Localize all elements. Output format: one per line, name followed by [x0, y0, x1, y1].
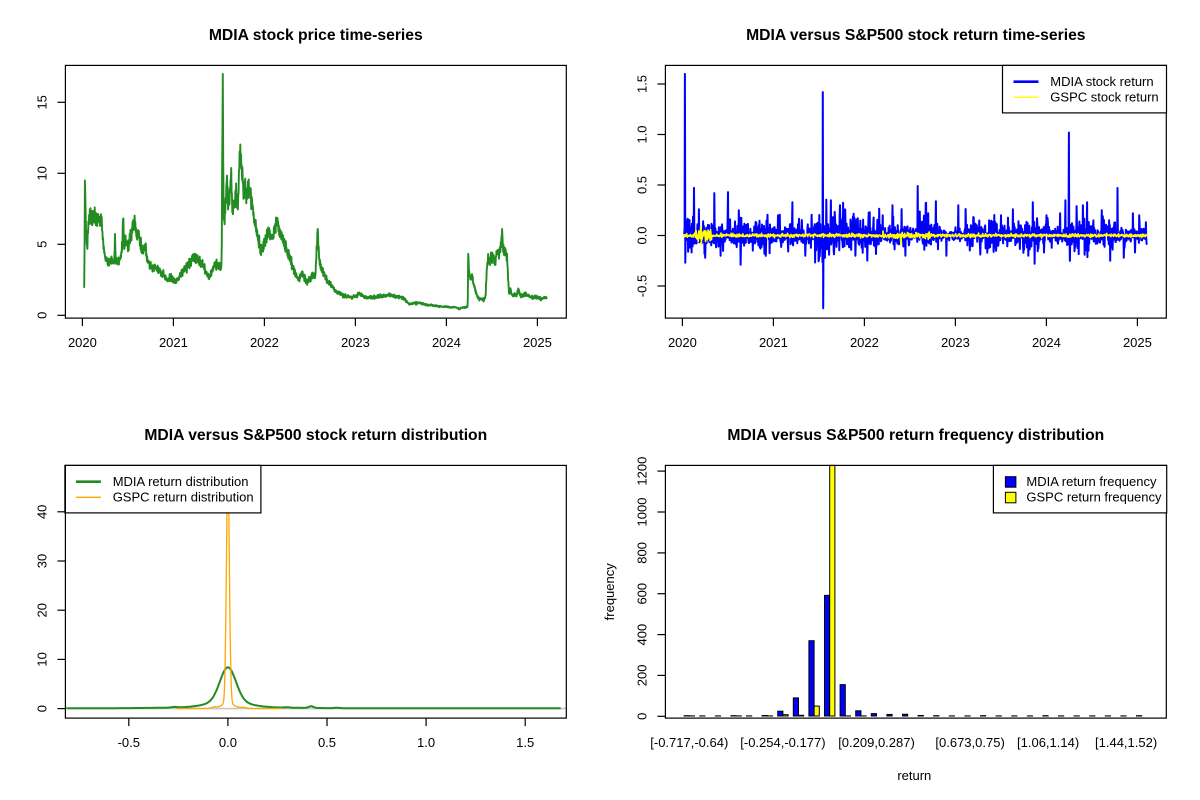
svg-text:MDIA return frequency: MDIA return frequency [1026, 474, 1157, 489]
svg-text:GSPC stock return: GSPC stock return [1050, 90, 1158, 105]
svg-text:0.0: 0.0 [219, 735, 237, 750]
svg-text:20: 20 [34, 603, 49, 617]
svg-text:0.0: 0.0 [634, 226, 649, 244]
svg-text:400: 400 [634, 624, 649, 646]
svg-text:2020: 2020 [68, 335, 97, 350]
svg-text:[1.44,1.52): [1.44,1.52) [1095, 735, 1157, 750]
svg-text:0: 0 [34, 705, 49, 712]
svg-text:MDIA versus S&P500 stock retur: MDIA versus S&P500 stock return time-ser… [746, 27, 1086, 44]
svg-text:10: 10 [34, 652, 49, 666]
svg-text:2020: 2020 [668, 335, 697, 350]
svg-text:2023: 2023 [341, 335, 370, 350]
svg-text:2021: 2021 [759, 335, 788, 350]
svg-text:1.5: 1.5 [634, 75, 649, 93]
svg-text:2024: 2024 [1032, 335, 1061, 350]
svg-text:MDIA stock price time-series: MDIA stock price time-series [209, 27, 423, 44]
svg-text:[0.209,0.287): [0.209,0.287) [838, 735, 915, 750]
svg-text:2022: 2022 [850, 335, 879, 350]
svg-text:0: 0 [634, 713, 649, 720]
svg-text:-0.5: -0.5 [118, 735, 140, 750]
svg-text:[0.673,0.75): [0.673,0.75) [935, 735, 1004, 750]
svg-text:[-0.254,-0.177): [-0.254,-0.177) [740, 735, 825, 750]
svg-text:2024: 2024 [432, 335, 461, 350]
svg-text:1.0: 1.0 [417, 735, 435, 750]
svg-text:MDIA return distribution: MDIA return distribution [113, 474, 249, 489]
svg-text:GSPC return distribution: GSPC return distribution [113, 490, 254, 505]
svg-text:2025: 2025 [1123, 335, 1152, 350]
svg-text:0: 0 [34, 312, 49, 319]
svg-text:frequency: frequency [602, 563, 617, 621]
svg-text:2023: 2023 [941, 335, 970, 350]
svg-text:40: 40 [34, 505, 49, 519]
svg-text:1.0: 1.0 [634, 125, 649, 143]
svg-text:1200: 1200 [634, 457, 649, 486]
svg-text:0.5: 0.5 [634, 176, 649, 194]
svg-text:5: 5 [34, 241, 49, 248]
svg-text:800: 800 [634, 542, 649, 564]
svg-text:[-0.717,-0.64): [-0.717,-0.64) [650, 735, 728, 750]
svg-text:2025: 2025 [523, 335, 552, 350]
svg-text:1.5: 1.5 [516, 735, 534, 750]
svg-text:MDIA versus S&P500 stock retur: MDIA versus S&P500 stock return distribu… [144, 427, 487, 444]
svg-text:15: 15 [34, 95, 49, 109]
svg-text:MDIA versus S&P500 return freq: MDIA versus S&P500 return frequency dist… [727, 427, 1104, 444]
svg-text:return: return [897, 768, 931, 783]
svg-text:0.5: 0.5 [318, 735, 336, 750]
svg-text:-0.5: -0.5 [634, 275, 649, 297]
svg-text:GSPC return frequency: GSPC return frequency [1026, 490, 1162, 505]
svg-text:30: 30 [34, 554, 49, 568]
svg-text:2022: 2022 [250, 335, 279, 350]
svg-text:10: 10 [34, 166, 49, 180]
svg-text:[1.06,1.14): [1.06,1.14) [1017, 735, 1079, 750]
svg-text:200: 200 [634, 665, 649, 687]
svg-text:2021: 2021 [159, 335, 188, 350]
svg-text:600: 600 [634, 583, 649, 605]
svg-text:1000: 1000 [634, 498, 649, 527]
svg-text:MDIA stock return: MDIA stock return [1050, 74, 1153, 89]
